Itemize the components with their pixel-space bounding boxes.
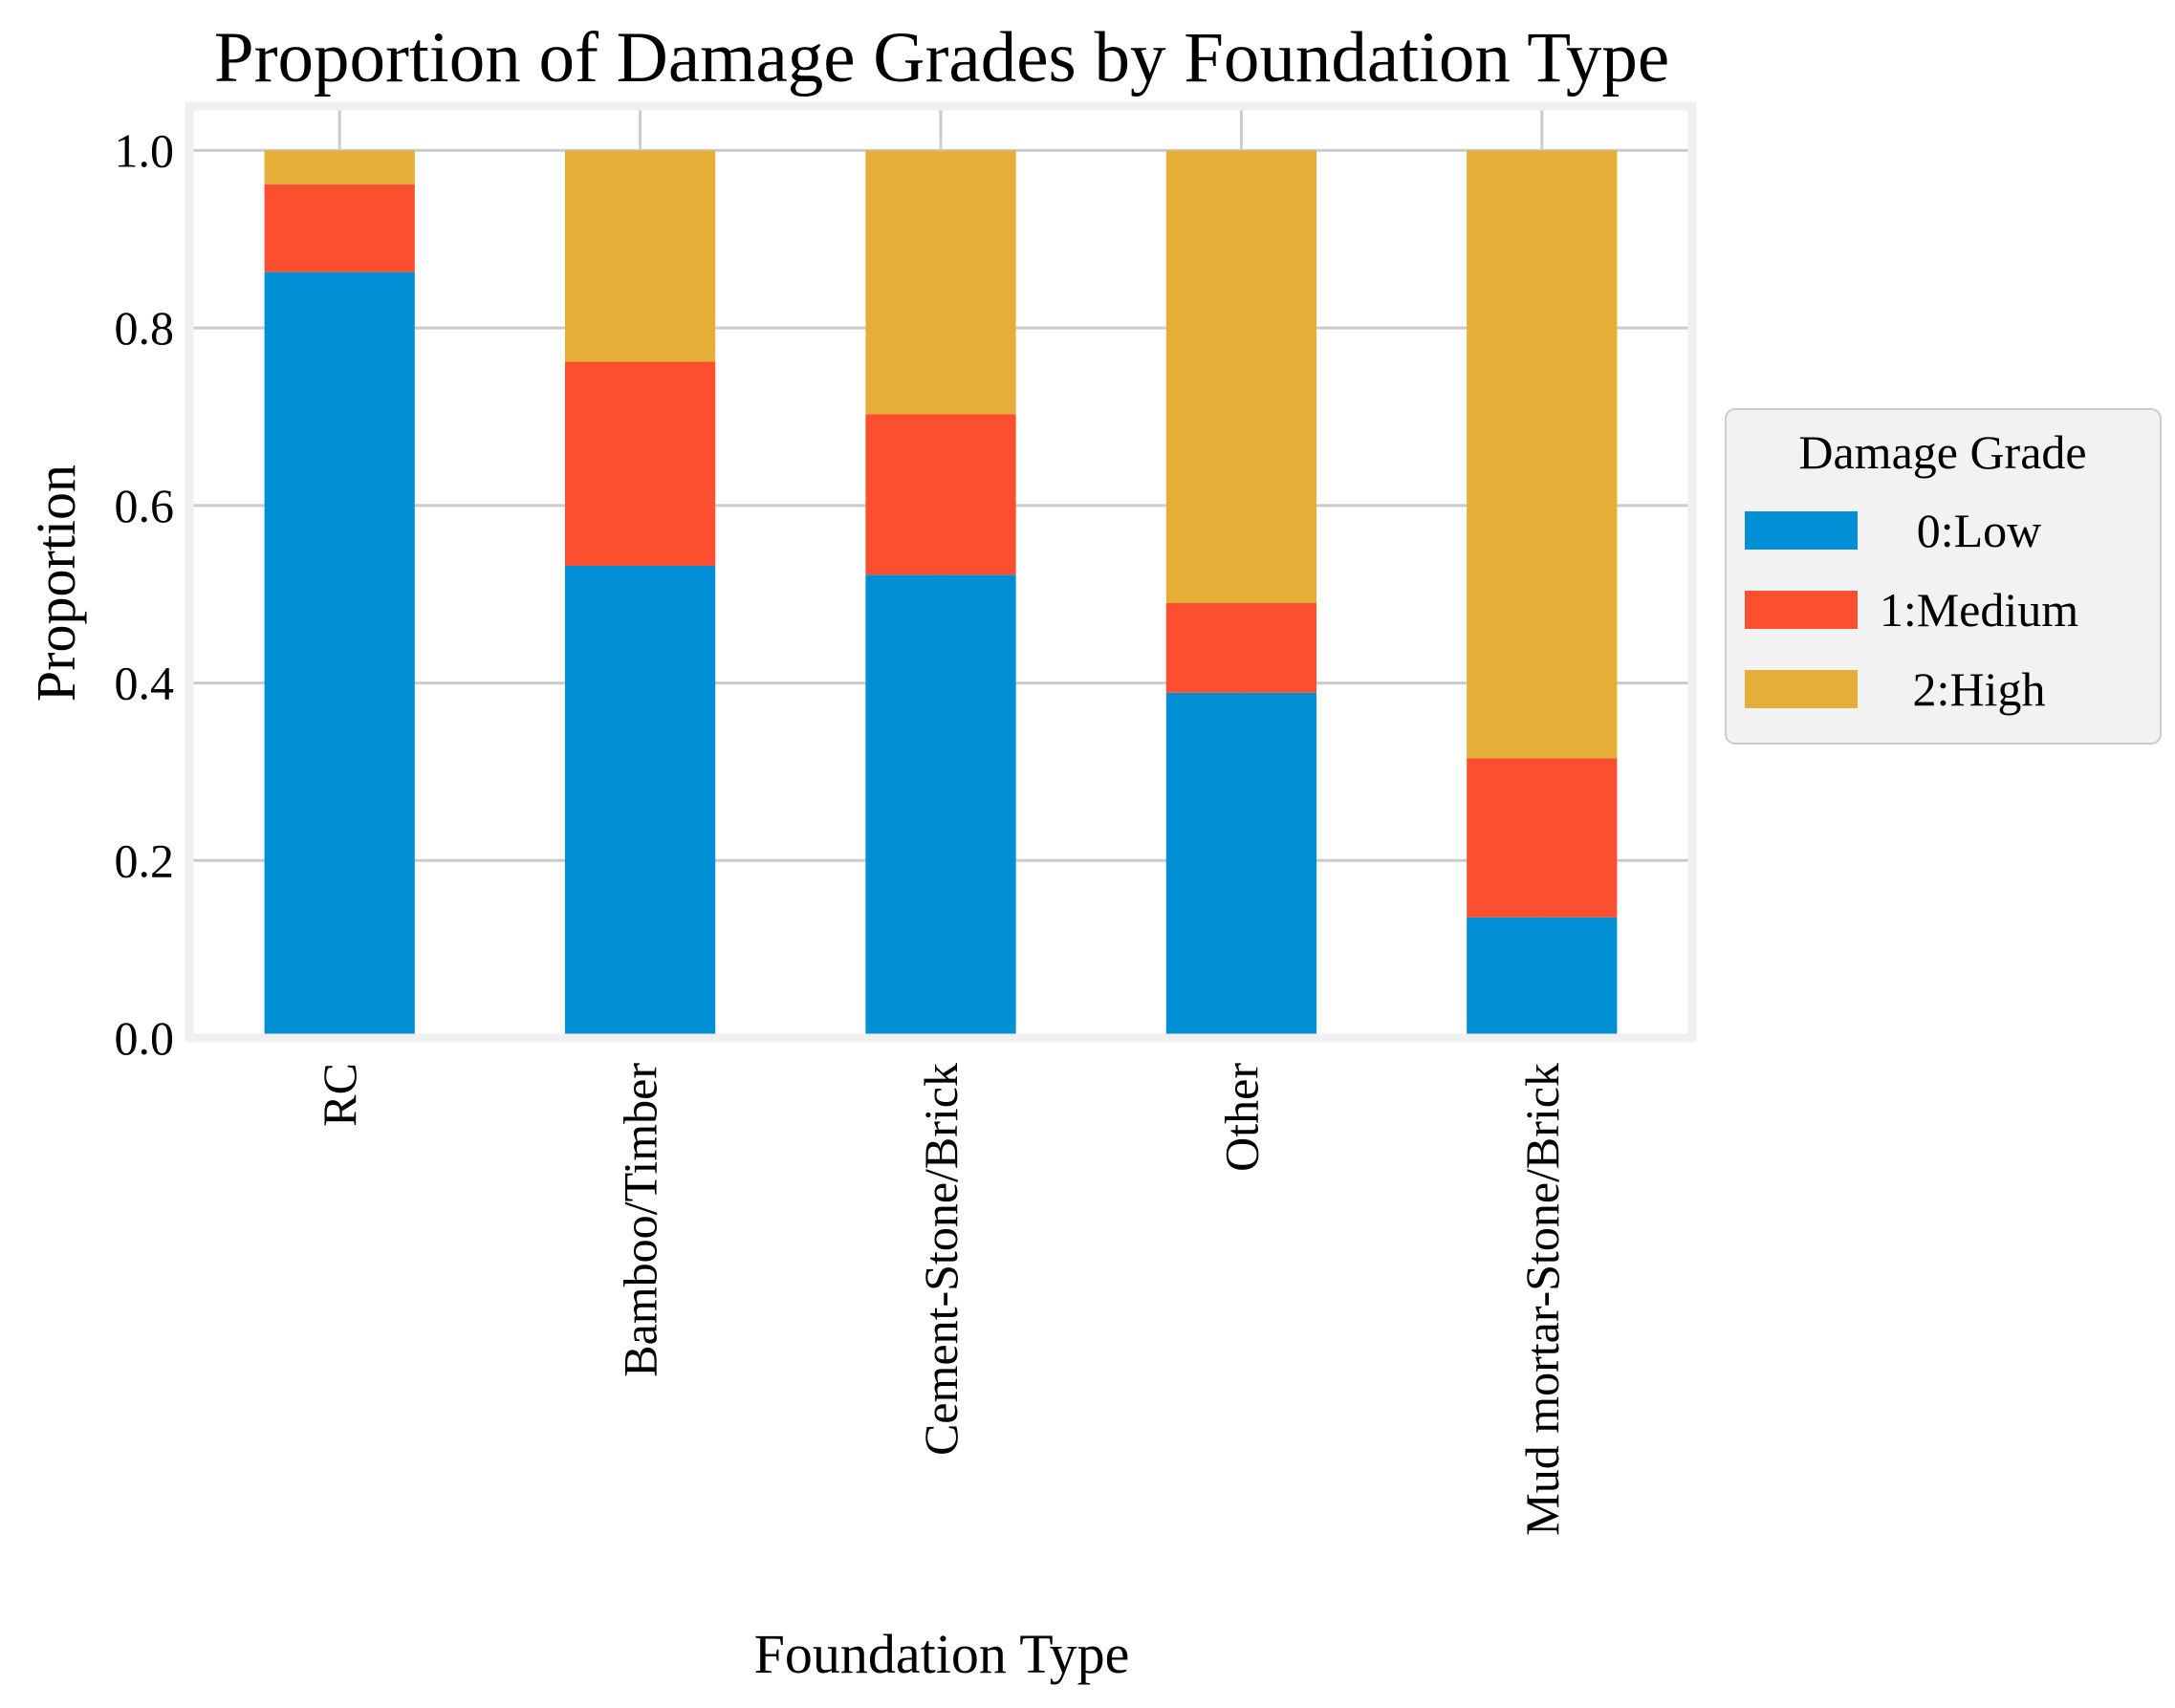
legend-swatch bbox=[1745, 511, 1858, 550]
bar-segment-low bbox=[865, 574, 1016, 1038]
legend-swatch bbox=[1745, 591, 1858, 629]
x-tick-label: Cement-Stone/Brick bbox=[914, 1063, 968, 1456]
bar-segment-high bbox=[865, 150, 1016, 415]
bar-segment-high bbox=[1467, 150, 1618, 759]
plot-frame bbox=[185, 101, 1697, 1043]
legend-swatch bbox=[1745, 670, 1858, 708]
bar-segment-high bbox=[1165, 150, 1316, 603]
bar-segment-low bbox=[1165, 692, 1316, 1038]
x-tick-label: RC bbox=[313, 1063, 366, 1127]
legend-title: Damage Grade bbox=[1798, 425, 2086, 479]
x-tick-labels: RC Bamboo/Timber Cement-Stone/Brick Other Mu… bbox=[313, 1063, 1569, 1536]
bar-segment-medium bbox=[565, 361, 716, 566]
y-tick-label: 0.2 bbox=[115, 833, 175, 887]
plot-area: 0.0 0.2 0.4 0.6 0.8 1.0 RC Bamboo/Timber Cement… bbox=[115, 101, 1697, 1536]
legend-label: 1:Medium bbox=[1880, 583, 2078, 637]
y-axis-label: Proportion bbox=[25, 465, 87, 702]
bar-segment-medium bbox=[1467, 758, 1618, 918]
x-tick-label: Other bbox=[1214, 1063, 1268, 1172]
bar-segment-high bbox=[565, 150, 716, 362]
y-tick-labels: 0.0 0.2 0.4 0.6 0.8 1.0 bbox=[115, 123, 175, 1065]
x-tick-label: Mud mortar-Stone/Brick bbox=[1515, 1063, 1569, 1536]
bar-segment-low bbox=[565, 566, 716, 1038]
legend-label: 2:High bbox=[1913, 662, 2046, 716]
bar-segment-low bbox=[1467, 917, 1618, 1038]
y-tick-label: 0.8 bbox=[115, 301, 175, 355]
legend-label: 0:Low bbox=[1917, 504, 2042, 557]
y-tick-label: 0.0 bbox=[115, 1011, 175, 1065]
y-tick-label: 0.6 bbox=[115, 479, 175, 532]
y-tick-label: 0.4 bbox=[115, 657, 175, 710]
bars bbox=[264, 150, 1618, 1039]
chart-title: Proportion of Damage Grades by Foundatio… bbox=[214, 18, 1669, 97]
legend-box bbox=[1725, 408, 2162, 745]
bar-segment-low bbox=[264, 271, 415, 1039]
y-tick-label: 1.0 bbox=[115, 123, 175, 177]
bar-segment-medium bbox=[865, 414, 1016, 575]
bar-segment-high bbox=[264, 150, 415, 184]
legend-items: 0:Low 1:Medium 2:High bbox=[1745, 504, 2078, 716]
x-tick-label: Bamboo/Timber bbox=[614, 1063, 667, 1377]
legend: Damage Grade 0:Low 1:Medium 2:High bbox=[1725, 408, 2162, 745]
x-axis-label: Foundation Type bbox=[754, 1623, 1130, 1685]
bar-segment-medium bbox=[264, 184, 415, 272]
bar-segment-medium bbox=[1165, 603, 1316, 693]
